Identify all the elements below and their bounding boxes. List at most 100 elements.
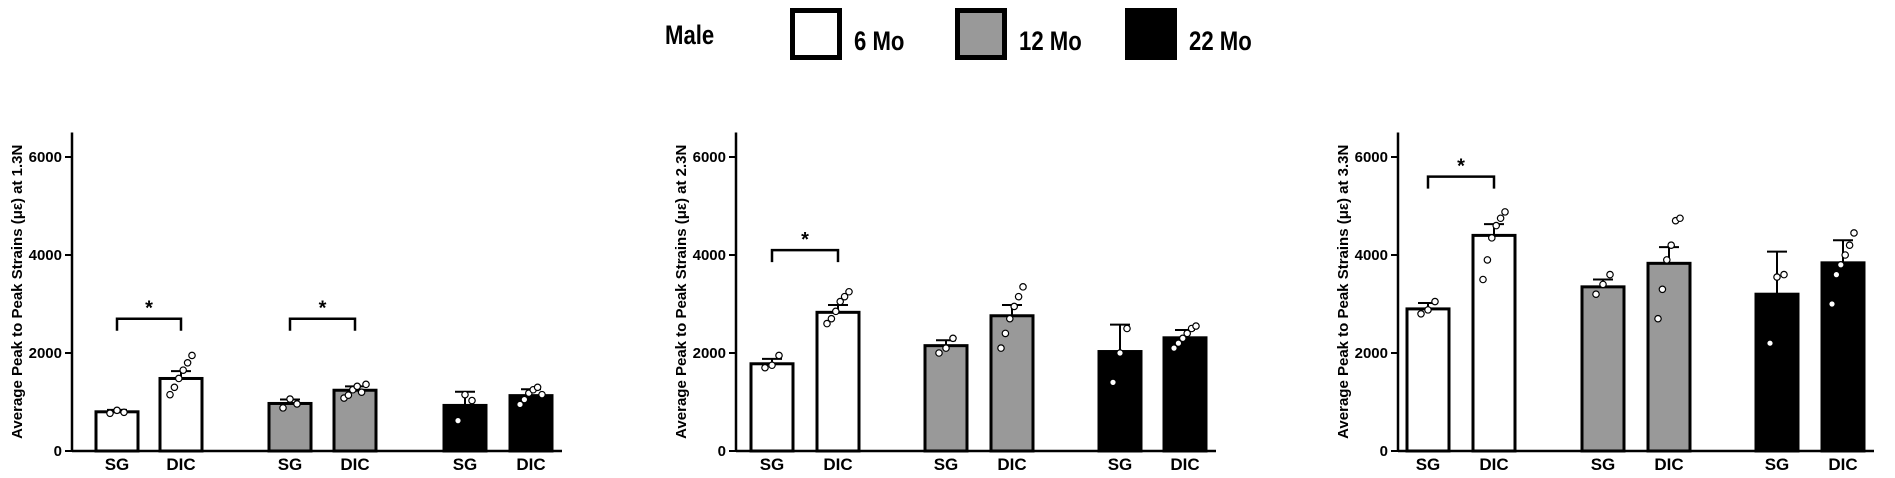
x-tick-label: DIC [1828,455,1857,474]
data-point [997,344,1005,352]
data-point [1766,339,1774,348]
x-tick-label: SG [1591,455,1616,474]
x-tick-label: SG [453,455,478,474]
data-point [1654,314,1662,323]
legend: Male 6 Mo 12 Mo 22 Mo [0,0,1895,80]
data-point [1170,344,1178,352]
data-point [120,408,128,417]
data-point [1014,292,1023,301]
y-axis-title: Average Peak to Peak Strains (με) at 2.3… [673,145,690,439]
bar [94,410,140,453]
data-point [1663,256,1671,264]
data-point [1667,241,1676,250]
bar [267,401,313,453]
data-point [836,297,845,306]
data-point [1599,280,1607,289]
data-point [1424,306,1432,314]
x-tick-label: DIC [997,455,1026,474]
x-tick-label: SG [1416,455,1441,474]
data-point [293,400,301,408]
data-point [827,314,836,323]
data-point [353,382,362,391]
significance-label: * [801,229,809,251]
significance-label: * [145,298,153,320]
data-point [1845,241,1854,250]
x-tick-label: SG [760,455,785,474]
data-point [1832,270,1841,279]
legend-swatch-12mo [955,8,1007,60]
bar [1405,307,1451,453]
data-point [1658,285,1667,294]
data-point [1109,378,1117,387]
data-point [1483,256,1492,264]
y-tick-label: 6000 [29,149,62,166]
legend-title: Male [665,20,715,50]
significance-bracket [115,317,183,331]
data-point [357,388,366,397]
data-point [1417,309,1425,318]
bar [1162,336,1208,453]
data-point [344,391,353,399]
bar [442,403,488,453]
data-point [1179,334,1187,343]
data-point [840,292,849,301]
data-point [1501,208,1509,216]
y-axis-title: Average Peak to Peak Strains (με) at 3.3… [1335,145,1352,439]
legend-label-12mo: 12 Mo [1019,26,1082,56]
bar [1580,285,1626,453]
y-tick-label: 4000 [29,247,62,264]
data-point [1019,283,1027,291]
x-tick-label: SG [105,455,130,474]
data-point [775,351,783,360]
significance-label: * [1457,156,1465,178]
data-point [942,344,950,352]
data-point [170,383,179,392]
data-point [1496,214,1505,223]
data-point [1780,270,1788,279]
data-point [533,383,542,392]
y-tick-label: 0 [718,443,726,460]
data-point [538,390,546,399]
bar [989,314,1035,453]
x-tick-label: SG [934,455,959,474]
x-tick-label: DIC [166,455,195,474]
data-point [1841,251,1850,259]
data-point [949,334,957,343]
data-point [768,361,776,370]
y-tick-label: 0 [1380,443,1388,460]
data-point [1488,234,1496,242]
x-tick-label: DIC [1479,455,1508,474]
data-point [831,307,840,316]
bar [1754,292,1800,453]
bar [815,310,861,453]
data-point [1001,329,1010,338]
y-tick-label: 2000 [693,345,726,362]
data-point [113,406,121,415]
data-point [1773,273,1781,281]
x-tick-label: DIC [823,455,852,474]
bar [1097,350,1143,453]
data-point [279,404,287,412]
data-point [183,358,192,367]
data-point [179,366,188,374]
data-point [845,287,853,296]
data-point [1837,260,1845,269]
data-point [1174,339,1183,348]
data-point [461,390,469,399]
data-point [1431,297,1439,306]
data-point [1492,221,1501,230]
significance-bracket [1426,175,1496,189]
legend-swatch-6mo [790,8,842,60]
legend-swatch-22mo [1125,8,1177,60]
data-point [362,380,370,389]
y-tick-label: 4000 [693,247,726,264]
y-tick-label: 0 [54,443,62,460]
significance-label: * [319,298,327,320]
x-tick-label: SG [1108,455,1133,474]
data-point [1828,300,1836,308]
y-tick-label: 2000 [29,345,62,362]
x-tick-label: DIC [1170,455,1199,474]
